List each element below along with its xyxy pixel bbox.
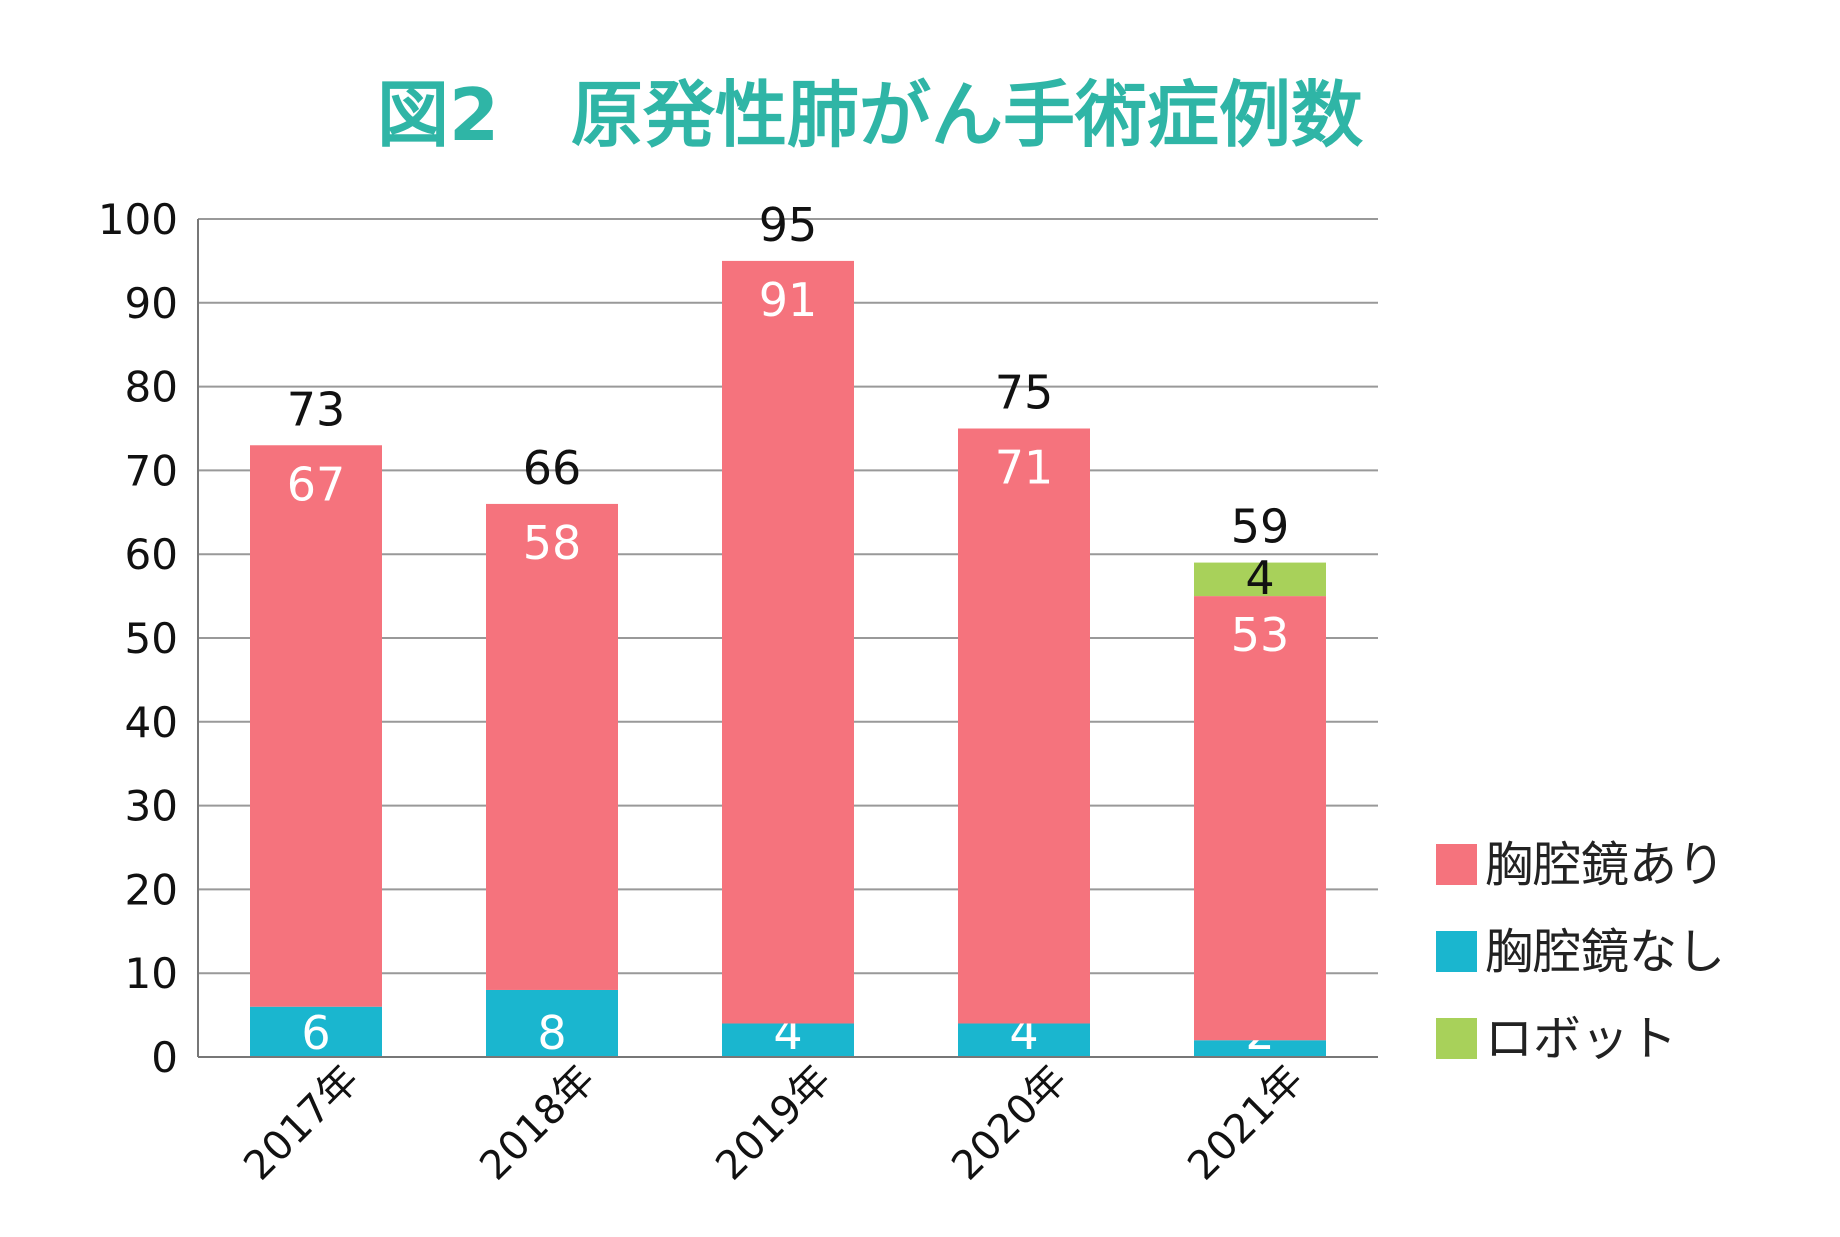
x-tick-label: 2019年 [707,1057,840,1190]
y-tick-label: 90 [125,279,178,328]
legend-label: 胸腔鏡なし [1485,924,1725,980]
y-tick-label: 60 [125,530,178,579]
legend-swatch [1436,1018,1477,1059]
y-tick-label: 40 [125,698,178,747]
data-label: 91 [759,273,818,327]
bar-segment [250,1006,382,1057]
data-label: 71 [995,441,1054,495]
x-axis: 2017年 2018年 2019年 2020年 2021年 [198,1056,1378,1190]
x-tick-label: 2018年 [471,1057,604,1190]
legend-swatch [1436,931,1477,972]
bars: 66773858664919547175253459 [250,198,1326,1060]
bar-segment [486,503,618,990]
y-tick-label: 30 [125,782,178,831]
x-tick-label: 2017年 [235,1057,368,1190]
bar-segment [1194,1040,1326,1057]
data-label: 53 [1231,608,1290,662]
bar-segment [958,1023,1090,1057]
y-axis: 0 10 20 30 40 50 60 70 80 90 100 [98,195,199,1082]
bar-segment [958,428,1090,1024]
bar-segment [722,1023,854,1057]
chart-title: 図2 原発性肺がん手術症例数 [377,73,1363,157]
total-label: 75 [995,366,1054,420]
total-label: 73 [287,382,346,436]
bar-segment [722,260,854,1024]
x-tick-label: 2021年 [1179,1057,1312,1190]
y-tick-label: 50 [125,614,178,663]
x-tick-label: 2020年 [943,1057,1076,1190]
y-tick-label: 100 [98,195,178,244]
bar-segment [1194,596,1326,1041]
bar-segment [250,445,382,1007]
y-tick-label: 10 [125,949,178,998]
total-label: 59 [1231,500,1290,554]
data-label: 67 [287,457,346,511]
data-label: 58 [523,516,582,570]
y-tick-label: 0 [151,1033,178,1082]
total-label: 95 [759,198,818,252]
data-label: 4 [1245,551,1274,605]
bar-segment [486,989,618,1057]
bar-segment [1194,562,1326,597]
y-tick-label: 80 [125,363,178,412]
legend-label: 胸腔鏡あり [1485,837,1725,893]
y-tick-label: 70 [125,446,178,495]
data-label: 6 [301,1006,330,1060]
y-tick-label: 20 [125,865,178,914]
total-label: 66 [523,441,582,495]
legend-swatch [1436,844,1477,885]
data-label: 8 [537,1006,566,1060]
legend-label: ロボット [1485,1011,1677,1067]
